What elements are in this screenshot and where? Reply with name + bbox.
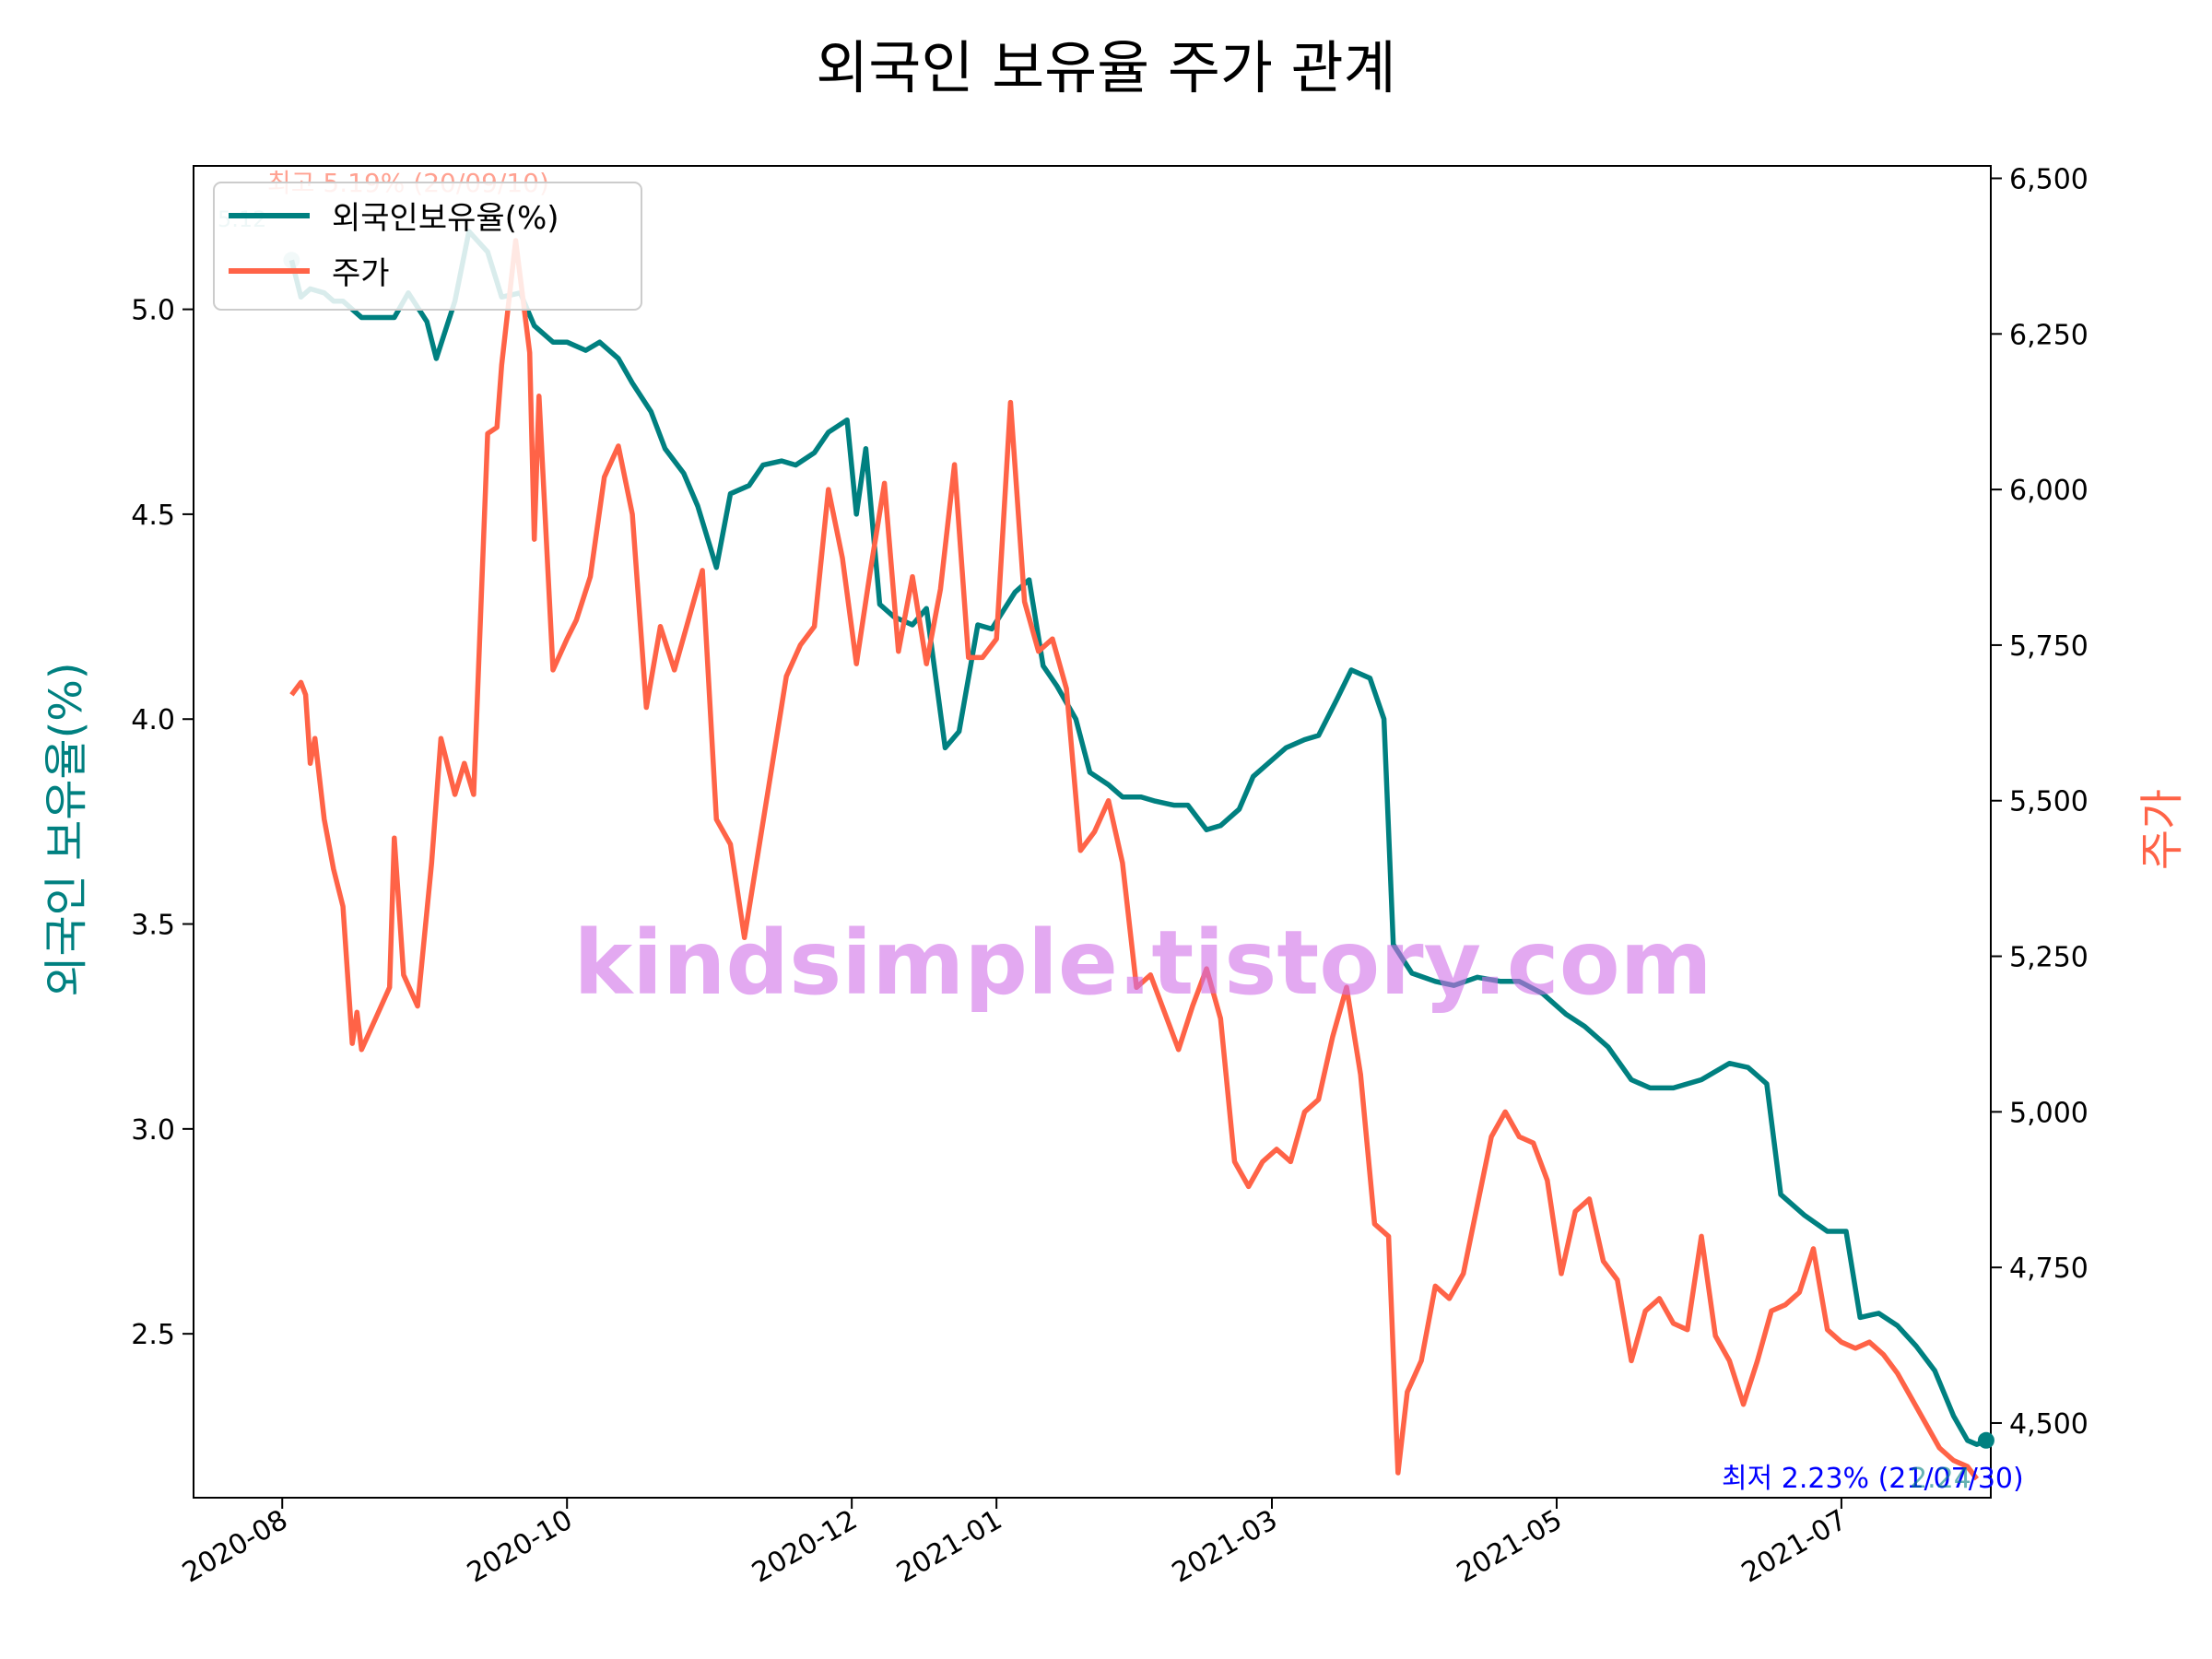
y-left-tick-label: 2.5	[131, 1319, 175, 1351]
y-right-tick-label: 5,500	[2009, 786, 2088, 818]
legend-frame	[213, 182, 642, 311]
y-right-tick-label: 5,250	[2009, 942, 2088, 974]
y-left-tick-label: 4.0	[131, 704, 175, 736]
y-right-tick-label: 4,500	[2009, 1408, 2088, 1441]
y-left-tick-label: 3.0	[131, 1114, 175, 1147]
y-left-tick-label: 3.5	[131, 910, 175, 942]
y-right-tick-label: 5,750	[2009, 630, 2088, 663]
legend-label-price: 주가	[332, 255, 390, 292]
y-right-tick-label: 6,500	[2009, 164, 2088, 196]
y-right-tick-label: 5,000	[2009, 1097, 2088, 1129]
y-left-tick-label: 4.5	[131, 500, 175, 532]
chart-title: 외국인 보유율 주가 관계	[816, 34, 1396, 101]
legend-label-ratio: 외국인보유율(%)	[332, 200, 559, 237]
annotation-low: 최저 2.23% (21/07/30)	[1722, 1463, 2024, 1495]
legend: 외국인보유율(%) 주가	[213, 182, 642, 311]
y-left-tick-label: 5.0	[131, 295, 175, 327]
y-axis-label-right: 주가	[2136, 789, 2188, 870]
series-line-foreign-ratio	[288, 229, 1987, 1447]
y-right-tick-label: 4,750	[2009, 1253, 2088, 1285]
series-line-price	[289, 238, 1980, 1481]
y-axis-label-left: 외국인 보유율(%)	[41, 662, 92, 996]
annotation-end-value: 2.24	[1910, 1463, 1971, 1495]
series-layer	[288, 229, 1987, 1481]
end-point-marker	[1977, 1431, 1994, 1449]
watermark: kindsimple.tistory.com	[573, 912, 1712, 1015]
y-right-tick-label: 6,000	[2009, 475, 2088, 507]
plot-frame	[193, 165, 1992, 1499]
y-right-tick-label: 6,250	[2009, 319, 2088, 351]
